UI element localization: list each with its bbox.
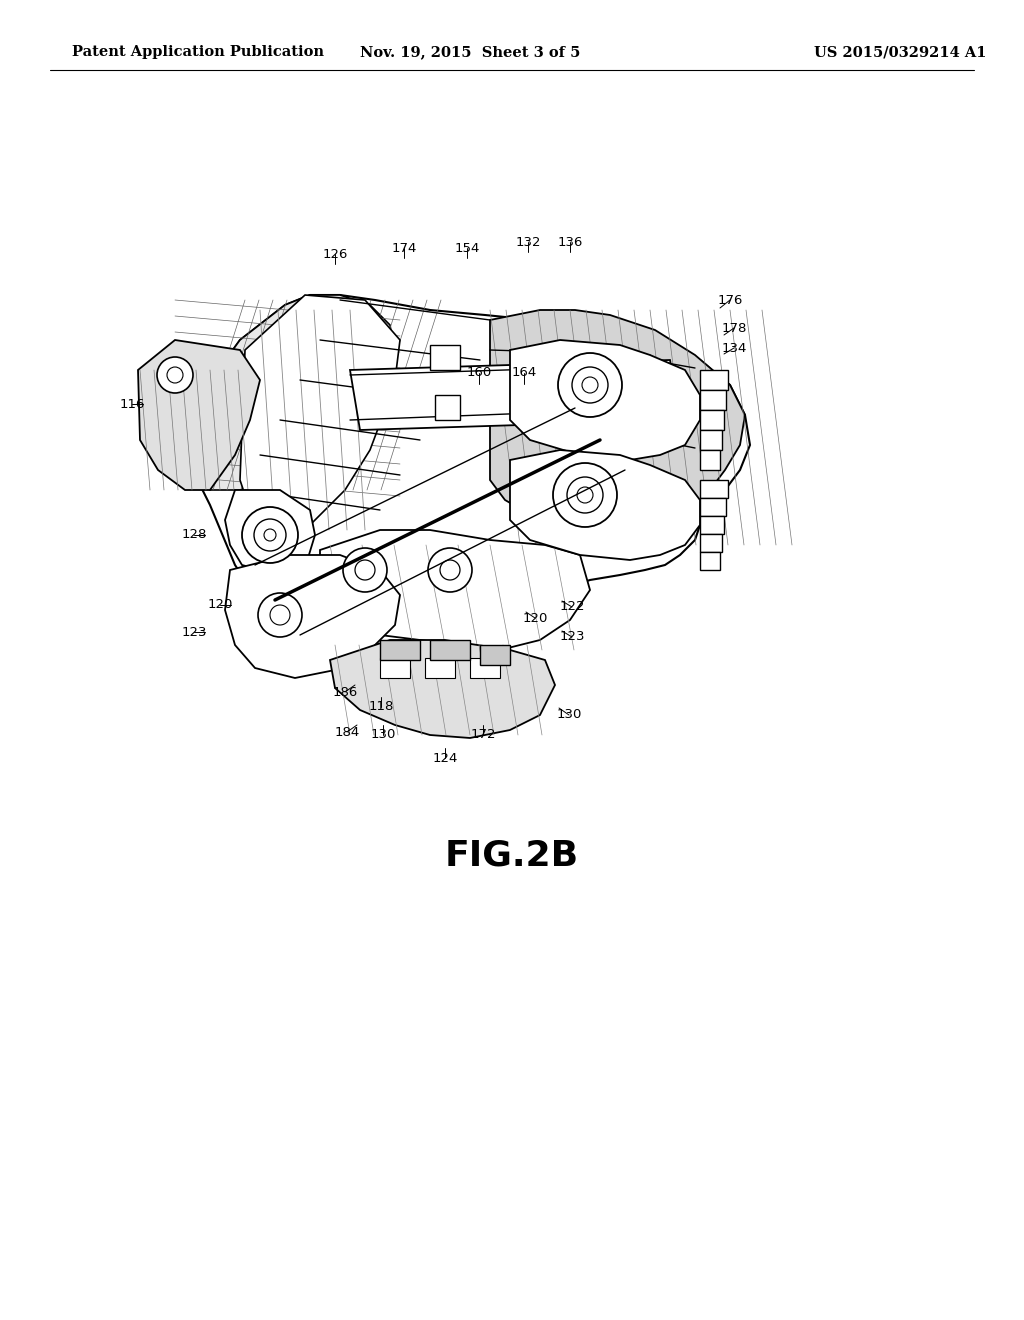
Polygon shape xyxy=(700,430,722,450)
Polygon shape xyxy=(425,657,455,678)
Text: Nov. 19, 2015  Sheet 3 of 5: Nov. 19, 2015 Sheet 3 of 5 xyxy=(359,45,581,59)
Polygon shape xyxy=(700,535,722,552)
Polygon shape xyxy=(480,645,510,665)
Polygon shape xyxy=(510,450,700,560)
Circle shape xyxy=(254,519,286,550)
Text: 184: 184 xyxy=(335,726,359,738)
Text: 126: 126 xyxy=(323,248,348,260)
Polygon shape xyxy=(175,294,750,678)
Text: 123: 123 xyxy=(559,631,585,644)
Polygon shape xyxy=(470,657,500,678)
Circle shape xyxy=(558,352,622,417)
Text: 178: 178 xyxy=(721,322,746,334)
Text: 130: 130 xyxy=(371,729,395,742)
Text: 122: 122 xyxy=(559,601,585,614)
Text: 134: 134 xyxy=(721,342,746,355)
Polygon shape xyxy=(430,345,460,370)
Text: Patent Application Publication: Patent Application Publication xyxy=(72,45,324,59)
Text: 176: 176 xyxy=(718,293,742,306)
Circle shape xyxy=(157,356,193,393)
Polygon shape xyxy=(490,310,745,540)
Text: FIG.2B: FIG.2B xyxy=(445,838,579,873)
Text: 120: 120 xyxy=(522,611,548,624)
Text: 172: 172 xyxy=(470,729,496,742)
Text: 160: 160 xyxy=(466,367,492,380)
Polygon shape xyxy=(380,657,410,678)
Polygon shape xyxy=(700,516,724,535)
Polygon shape xyxy=(700,389,726,411)
Polygon shape xyxy=(175,294,395,490)
Text: 186: 186 xyxy=(333,685,357,698)
Circle shape xyxy=(167,367,183,383)
Polygon shape xyxy=(435,395,460,420)
Circle shape xyxy=(582,378,598,393)
Polygon shape xyxy=(138,341,260,490)
Polygon shape xyxy=(700,498,726,516)
Text: 120: 120 xyxy=(207,598,232,611)
Polygon shape xyxy=(700,411,724,430)
Circle shape xyxy=(577,487,593,503)
Circle shape xyxy=(428,548,472,591)
Text: 154: 154 xyxy=(455,242,479,255)
Text: 118: 118 xyxy=(369,701,393,714)
Text: 116: 116 xyxy=(120,397,144,411)
Polygon shape xyxy=(430,640,470,660)
Polygon shape xyxy=(319,531,590,649)
Polygon shape xyxy=(225,554,400,678)
Text: 136: 136 xyxy=(557,235,583,248)
Circle shape xyxy=(567,477,603,513)
Polygon shape xyxy=(225,490,315,572)
Circle shape xyxy=(553,463,617,527)
Polygon shape xyxy=(700,370,728,389)
Text: 174: 174 xyxy=(391,242,417,255)
Text: 123: 123 xyxy=(181,626,207,639)
Polygon shape xyxy=(510,341,700,459)
Circle shape xyxy=(355,560,375,579)
Circle shape xyxy=(270,605,290,624)
Circle shape xyxy=(440,560,460,579)
Text: 130: 130 xyxy=(556,709,582,722)
Text: 124: 124 xyxy=(432,751,458,764)
Polygon shape xyxy=(700,552,720,570)
Circle shape xyxy=(242,507,298,564)
Polygon shape xyxy=(350,360,680,430)
Polygon shape xyxy=(240,294,400,535)
Polygon shape xyxy=(380,640,420,660)
Text: 128: 128 xyxy=(181,528,207,541)
Polygon shape xyxy=(700,450,720,470)
Polygon shape xyxy=(330,640,555,738)
Text: US 2015/0329214 A1: US 2015/0329214 A1 xyxy=(814,45,986,59)
Circle shape xyxy=(264,529,276,541)
Circle shape xyxy=(572,367,608,403)
Circle shape xyxy=(258,593,302,638)
Text: 164: 164 xyxy=(511,367,537,380)
Circle shape xyxy=(343,548,387,591)
Text: 132: 132 xyxy=(515,235,541,248)
Polygon shape xyxy=(700,480,728,498)
